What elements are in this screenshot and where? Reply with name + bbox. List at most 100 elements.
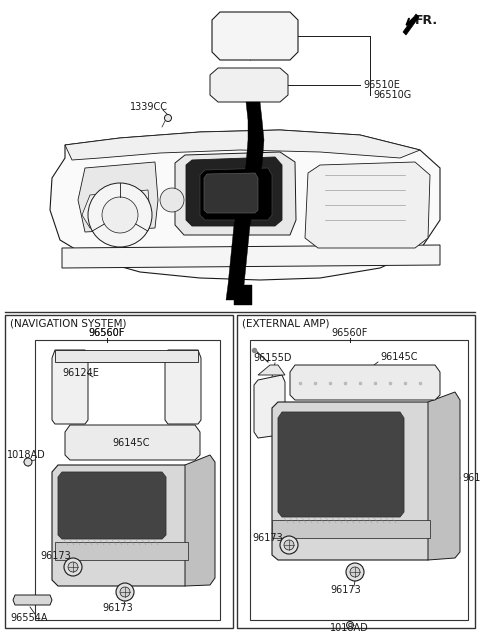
Bar xyxy=(367,523,373,537)
Bar xyxy=(154,545,161,558)
Polygon shape xyxy=(58,472,166,539)
Text: 96173: 96173 xyxy=(330,585,361,595)
Text: 96145C: 96145C xyxy=(380,352,418,362)
Bar xyxy=(435,452,449,457)
Circle shape xyxy=(116,583,134,601)
Bar xyxy=(300,523,307,537)
Bar xyxy=(400,523,407,537)
Polygon shape xyxy=(185,455,215,586)
Bar xyxy=(435,487,449,492)
Bar xyxy=(278,523,285,537)
Bar xyxy=(345,523,351,537)
Polygon shape xyxy=(258,365,285,375)
Polygon shape xyxy=(204,173,258,213)
Polygon shape xyxy=(212,12,298,60)
Bar xyxy=(172,382,184,388)
Bar xyxy=(173,545,180,558)
Circle shape xyxy=(102,197,138,233)
Bar xyxy=(435,434,449,439)
Text: 96173: 96173 xyxy=(40,551,71,561)
Polygon shape xyxy=(165,350,201,424)
Text: 96155D: 96155D xyxy=(253,353,291,363)
Polygon shape xyxy=(175,152,296,235)
Circle shape xyxy=(160,188,184,212)
Bar xyxy=(97,545,105,558)
Circle shape xyxy=(88,183,152,247)
Polygon shape xyxy=(52,465,190,586)
Bar xyxy=(163,545,170,558)
Polygon shape xyxy=(65,425,200,460)
Bar xyxy=(311,523,318,537)
Bar xyxy=(228,34,263,48)
Polygon shape xyxy=(52,350,88,424)
Circle shape xyxy=(68,562,78,572)
Bar xyxy=(58,412,70,418)
Polygon shape xyxy=(226,102,264,300)
Bar xyxy=(422,523,429,537)
Bar xyxy=(260,392,274,397)
Bar xyxy=(322,523,329,537)
Bar xyxy=(435,522,449,527)
Polygon shape xyxy=(234,285,252,305)
Text: 1339CC: 1339CC xyxy=(130,102,168,112)
Bar xyxy=(435,504,449,509)
Circle shape xyxy=(165,114,171,121)
Polygon shape xyxy=(78,162,158,232)
Circle shape xyxy=(280,536,298,554)
Polygon shape xyxy=(50,130,440,280)
Text: 96560F: 96560F xyxy=(332,328,368,338)
Polygon shape xyxy=(278,412,404,517)
Bar xyxy=(144,545,152,558)
Circle shape xyxy=(120,587,130,597)
Polygon shape xyxy=(186,157,282,226)
Text: 96554A: 96554A xyxy=(10,613,48,623)
Polygon shape xyxy=(272,520,430,538)
Polygon shape xyxy=(403,14,419,35)
Polygon shape xyxy=(428,392,460,560)
Circle shape xyxy=(24,458,32,466)
Text: 96145C: 96145C xyxy=(112,438,149,448)
Polygon shape xyxy=(272,402,433,560)
Bar xyxy=(172,412,184,418)
Bar xyxy=(237,315,475,628)
Polygon shape xyxy=(82,190,150,230)
Bar xyxy=(60,545,67,558)
Text: 96155E: 96155E xyxy=(462,473,480,483)
Bar xyxy=(58,367,70,373)
Polygon shape xyxy=(55,350,198,362)
Text: FR.: FR. xyxy=(415,13,438,27)
Polygon shape xyxy=(65,130,420,160)
Bar xyxy=(126,545,132,558)
Text: 1018AD: 1018AD xyxy=(330,623,369,632)
Bar xyxy=(435,470,449,475)
Bar xyxy=(289,523,296,537)
Circle shape xyxy=(350,567,360,577)
Bar xyxy=(88,545,95,558)
Text: 96510G: 96510G xyxy=(373,90,411,100)
Bar xyxy=(190,523,204,528)
Bar xyxy=(411,523,418,537)
Bar xyxy=(378,523,384,537)
Bar xyxy=(35,340,220,620)
Text: 96560F: 96560F xyxy=(89,328,125,338)
Bar xyxy=(389,523,396,537)
Bar xyxy=(260,407,274,412)
Polygon shape xyxy=(210,68,288,102)
Bar xyxy=(5,315,233,628)
Bar xyxy=(172,397,184,403)
Bar xyxy=(58,397,70,403)
Bar xyxy=(334,523,340,537)
Text: 96560F: 96560F xyxy=(89,328,125,338)
Bar xyxy=(58,382,70,388)
Circle shape xyxy=(346,563,364,581)
Circle shape xyxy=(284,540,294,550)
Text: 96510E: 96510E xyxy=(363,80,400,90)
Bar xyxy=(190,478,204,483)
Polygon shape xyxy=(200,168,272,220)
Polygon shape xyxy=(305,162,430,248)
Polygon shape xyxy=(62,245,440,268)
Circle shape xyxy=(64,558,82,576)
Bar xyxy=(172,367,184,373)
Bar xyxy=(116,545,123,558)
Text: 96124E: 96124E xyxy=(62,368,99,378)
